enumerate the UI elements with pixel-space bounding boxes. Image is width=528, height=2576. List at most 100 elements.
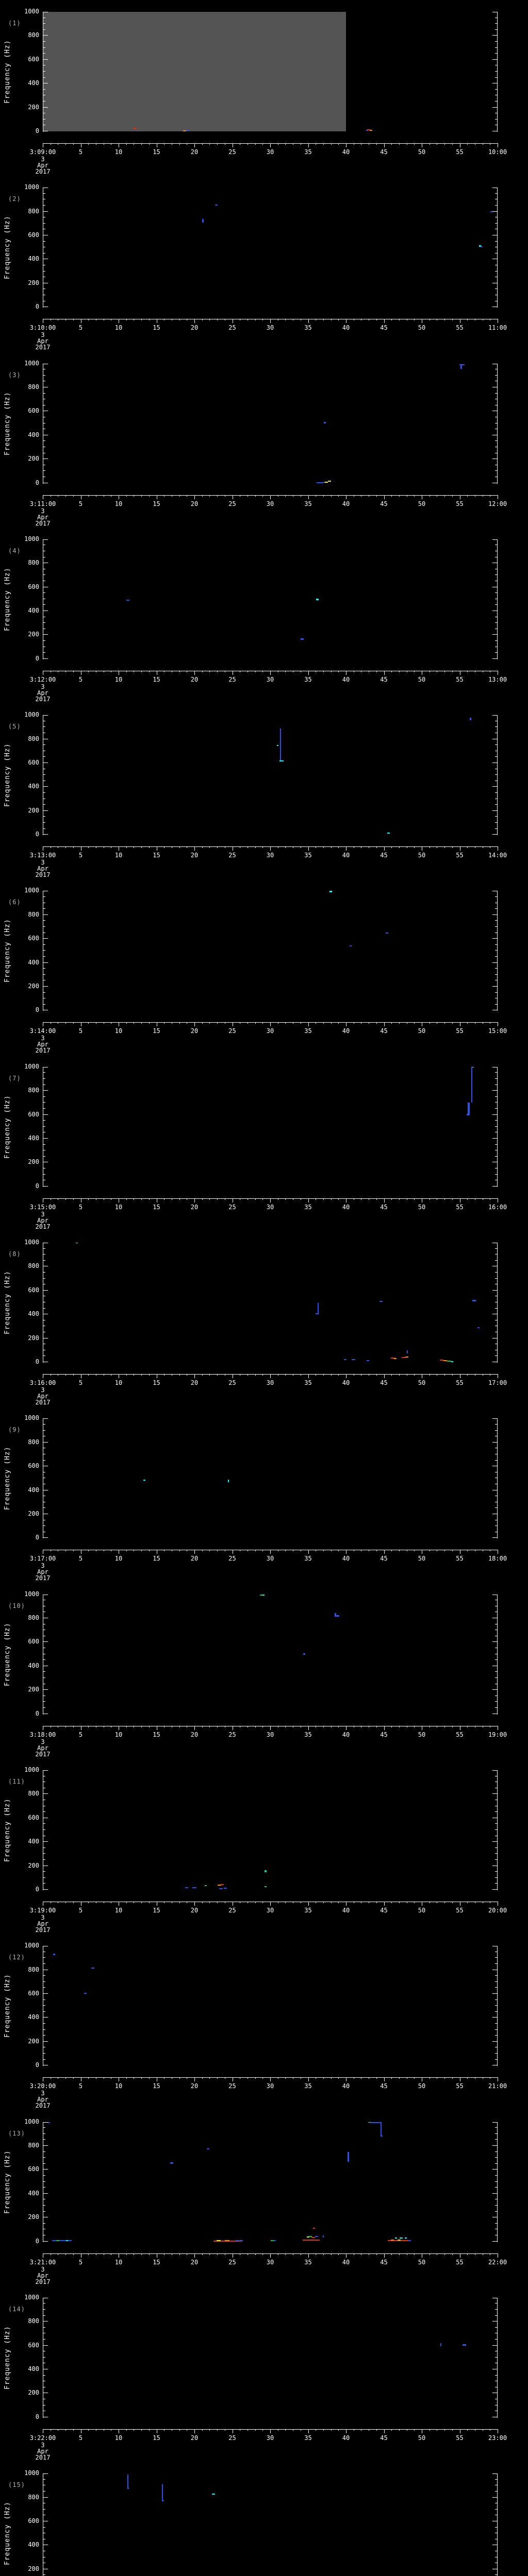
y-axis-tick	[43, 1260, 45, 1261]
y-axis-tick	[43, 2357, 45, 2358]
x-axis-tick	[414, 2253, 415, 2255]
y-tick-label: 200	[28, 806, 39, 814]
y-axis-tick	[492, 1641, 497, 1642]
y-axis-tick	[43, 470, 45, 471]
x-axis-tick	[262, 670, 263, 672]
date-label: 3	[41, 1210, 45, 1218]
y-axis-tick	[43, 634, 48, 635]
y-axis-tick	[495, 1120, 497, 1121]
y-axis-tick	[43, 2479, 45, 2480]
x-axis-tick	[202, 1374, 203, 1376]
y-axis-tick	[495, 193, 497, 194]
y-axis-tick	[43, 1423, 45, 1425]
x-axis-tick	[338, 143, 339, 145]
spectral-feature-mark	[324, 481, 328, 483]
y-axis-right	[497, 1066, 498, 1187]
date-label: 3	[41, 331, 45, 339]
y-axis-tick	[43, 992, 45, 993]
x-axis-tick	[376, 670, 377, 672]
y-axis-tick	[492, 715, 497, 716]
x-axis-tick	[255, 1198, 256, 1200]
y-axis-tick	[495, 574, 497, 575]
y-axis-tick	[43, 2193, 48, 2194]
x-axis-tick	[467, 2253, 468, 2255]
x-axis-tick	[255, 1550, 256, 1552]
spectral-feature-mark	[459, 364, 465, 365]
y-axis-tick	[495, 2029, 497, 2030]
x-axis-tick	[384, 1725, 385, 1730]
y-axis-tick	[495, 926, 497, 927]
y-axis-tick	[43, 2223, 45, 2224]
x-tick-label: 15	[153, 675, 160, 683]
x-tick-label: 10	[114, 1555, 123, 1563]
x-axis-tick	[88, 319, 89, 321]
x-axis-tick	[148, 1374, 150, 1376]
y-tick-label: 600	[28, 1638, 39, 1646]
x-tick-label: 30	[266, 852, 274, 859]
x-axis-tick	[338, 1550, 339, 1552]
date-label: 3	[41, 859, 45, 867]
x-tick-label: 55	[456, 1906, 464, 1914]
x-axis-tick	[399, 1901, 400, 1903]
spectral-feature-mark	[240, 2240, 243, 2242]
y-axis-tick	[495, 2223, 497, 2224]
y-axis-tick	[492, 2473, 497, 2475]
x-tick-label: 15	[153, 500, 160, 507]
y-axis-tick	[43, 29, 45, 30]
x-axis-tick	[376, 1901, 377, 1903]
x-axis-tick	[414, 319, 415, 321]
x-axis-tick	[384, 2077, 385, 2082]
y-tick-label: 1000	[24, 359, 39, 367]
y-axis-tick	[43, 2163, 45, 2164]
x-axis-tick	[202, 2429, 203, 2431]
x-tick-label: 50	[418, 1027, 426, 1035]
x-axis-tick	[331, 1550, 332, 1552]
y-axis-right	[497, 188, 498, 308]
x-axis-tick	[452, 846, 453, 849]
data-gap-region	[43, 12, 346, 131]
y-axis-tick	[492, 1993, 497, 1994]
spectral-feature-mark	[306, 2236, 310, 2238]
x-tick-label: 3:14:00	[29, 1027, 56, 1035]
x-axis-tick	[179, 143, 180, 145]
x-axis-tick	[217, 1022, 218, 1024]
y-tick-label: 600	[28, 583, 39, 590]
date-label: Apr	[37, 1041, 48, 1048]
x-axis-tick	[467, 1374, 468, 1376]
y-axis-tick	[495, 1999, 497, 2000]
x-axis-tick	[285, 846, 286, 849]
y-axis-tick	[43, 1963, 45, 1964]
y-axis-tick	[492, 539, 497, 540]
spectral-feature-mark	[323, 422, 326, 423]
x-tick-label: 35	[304, 1731, 312, 1738]
y-axis-tick	[43, 1460, 45, 1461]
date-label: 2017	[35, 1574, 51, 1582]
y-axis-tick	[492, 1889, 497, 1890]
y-axis-tick	[43, 1126, 45, 1127]
x-axis-tick	[202, 1198, 203, 1200]
x-axis-tick	[384, 1198, 385, 1202]
y-axis-tick	[43, 956, 45, 957]
x-axis-tick	[308, 143, 309, 147]
x-axis-tick	[376, 846, 377, 849]
x-axis-tick	[217, 1198, 218, 1200]
spectral-feature-mark	[217, 2240, 221, 2241]
x-axis-tick	[391, 1901, 392, 1903]
x-tick-label: 45	[380, 324, 388, 332]
x-axis-tick	[270, 143, 271, 147]
x-axis-tick	[399, 2429, 400, 2431]
x-axis-tick	[308, 670, 309, 675]
x-tick-label: 55	[456, 1555, 464, 1563]
spectral-feature-mark	[262, 1594, 265, 1596]
y-axis-tick	[495, 2211, 497, 2212]
x-axis-tick	[148, 670, 150, 672]
x-axis-tick	[444, 319, 446, 321]
x-axis-tick	[384, 1901, 385, 1906]
x-tick-label: 55	[456, 1731, 464, 1738]
y-axis-tick	[495, 1308, 497, 1309]
x-tick-label: 3:10:00	[29, 324, 56, 332]
x-tick-label: 30	[266, 675, 274, 683]
x-axis-tick	[148, 1725, 150, 1727]
y-axis-tick	[43, 1442, 48, 1443]
y-tick-label: 800	[28, 2493, 39, 2501]
